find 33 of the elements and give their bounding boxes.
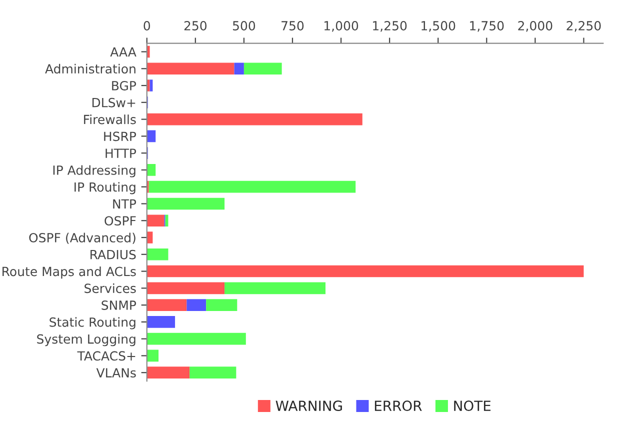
y-tick-label: NTP <box>113 199 136 208</box>
y-tick-label: BGP <box>112 80 136 90</box>
y-tick-label: System Logging <box>37 334 136 346</box>
y-tick-label: OSPF (Advanced) <box>29 232 136 244</box>
legend-label: NOTE <box>454 400 490 412</box>
y-tick-label: IP Addressing <box>53 165 136 178</box>
y-tick-label: OSPF <box>104 216 136 226</box>
y-tick-label: Route Maps and ACLs <box>2 266 136 279</box>
x-tick-label: 2,000 <box>518 21 552 32</box>
x-tick-label: 1,500 <box>422 21 456 32</box>
y-tick-label: SNMP <box>102 300 136 310</box>
y-tick-label: AAA <box>110 47 136 56</box>
y-tick-label: Administration <box>45 64 136 74</box>
y-tick-label: Firewalls <box>84 114 136 124</box>
y-tick-label: Static Routing <box>50 317 136 330</box>
legend-label: ERROR <box>374 400 422 412</box>
y-tick-label: Services <box>84 283 136 294</box>
x-tick-label: 0 <box>144 21 150 30</box>
x-tick-label: 250 <box>184 21 207 30</box>
x-tick-label: 1,750 <box>470 21 504 32</box>
x-tick-label: 1,000 <box>324 21 358 32</box>
y-tick-label: TACACS+ <box>77 351 136 361</box>
y-tick-label: VLANs <box>96 368 136 378</box>
y-tick-label: RADIUS <box>90 250 136 260</box>
x-tick-label: 750 <box>282 21 304 30</box>
y-tick-label: DLSw+ <box>92 98 136 108</box>
y-tick-label: IP Routing <box>74 182 136 194</box>
y-tick-label: HSRP <box>104 132 136 142</box>
x-tick-label: 2,250 <box>566 21 601 32</box>
y-tick-label: HTTP <box>106 148 136 158</box>
x-tick-label: 1,250 <box>373 21 407 32</box>
legend-label: WARNING <box>276 400 342 412</box>
x-tick-label: 500 <box>232 21 256 30</box>
